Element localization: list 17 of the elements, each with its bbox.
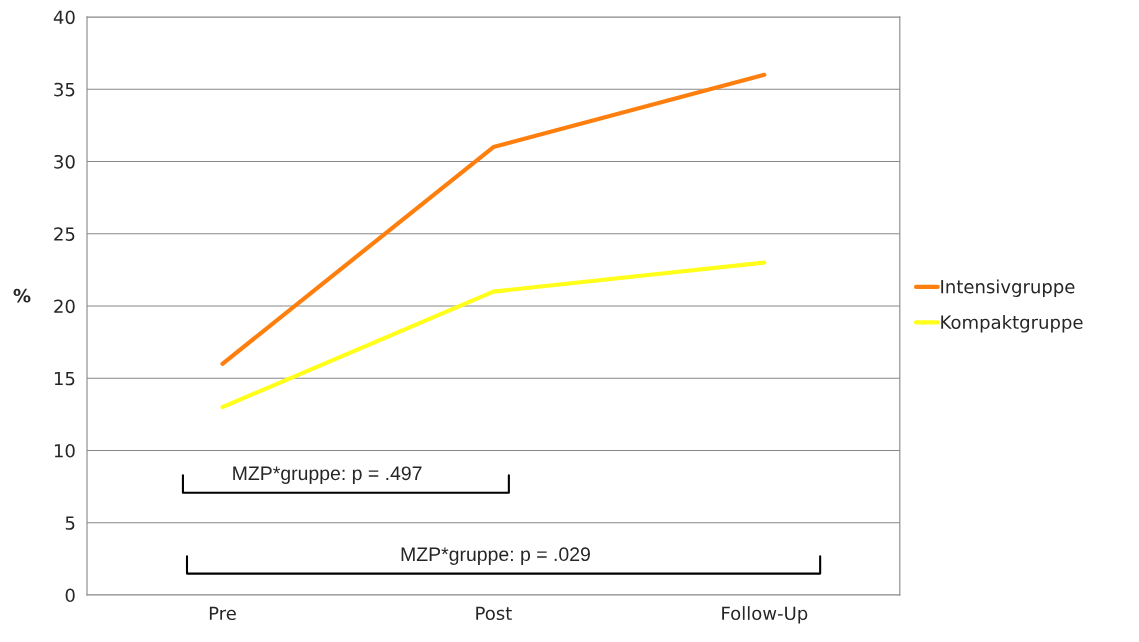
x-tick-label: Pre xyxy=(209,606,236,621)
y-tick-label: 40 xyxy=(53,10,75,25)
legend-label: Intensivgruppe xyxy=(941,279,1075,297)
y-tick-label: 10 xyxy=(54,443,75,458)
x-tick-label: Follow-Up xyxy=(722,606,808,624)
y-tick-label: 15 xyxy=(54,371,75,386)
y-tick-label: 0 xyxy=(65,588,75,603)
annotation: MZP*gruppe: p = .029 xyxy=(401,547,590,565)
y-tick-label: 5 xyxy=(65,516,75,530)
y-tick-label: 25 xyxy=(54,227,75,241)
annotation: MZP*gruppe: p = .497 xyxy=(233,466,422,485)
legend-label: Kompaktgruppe xyxy=(941,315,1083,333)
y-tick-label: 20 xyxy=(54,299,75,314)
x-tick-label: Post xyxy=(476,606,512,621)
y-axis-title: % xyxy=(13,288,31,303)
y-tick-label: 30 xyxy=(54,154,75,169)
y-tick-label: 35 xyxy=(54,82,75,97)
